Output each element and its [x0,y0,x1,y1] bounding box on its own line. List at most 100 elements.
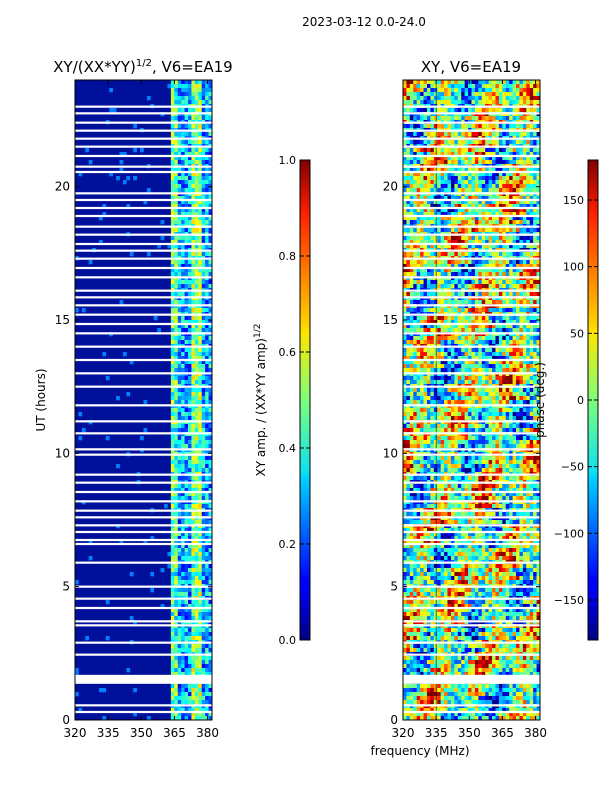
phase-cell [406,356,411,361]
amp-cell [208,176,212,181]
phase-cell [450,228,455,233]
amp-cell [198,352,203,357]
amp-cell [198,124,203,129]
phase-cell [471,268,476,273]
phase-cell [440,356,445,361]
phase-cell [471,176,476,181]
phase-cell [450,124,455,129]
phase-cell [522,156,527,161]
phase-cell [481,96,486,101]
amp-cell [170,604,175,609]
amp-cell [188,160,192,165]
amp-cell [177,108,182,113]
amp-cell [109,172,113,177]
amp-cell [194,416,199,421]
phase-cell [526,228,531,233]
amp-cell [181,116,185,121]
amp-cell [198,184,203,189]
phase-cell [474,236,479,241]
phase-cell [447,196,452,201]
phase-cell [413,308,417,313]
phase-cell [495,368,500,373]
phase-cell [416,308,421,313]
amp-cell [177,612,182,617]
phase-cell [409,88,414,93]
amp-cell [184,484,189,489]
phase-cell [426,200,431,205]
amp-cell [188,108,192,113]
phase-cell [495,116,500,121]
phase-cell [403,96,407,101]
phase-cell [492,308,496,313]
phase-cell [526,84,531,89]
amp-cell [167,552,172,557]
amp-cell [170,352,175,357]
phase-cell [529,252,534,257]
phase-cell [509,152,513,157]
phase-cell [416,116,421,121]
phase-cell [533,116,537,121]
phase-cell [437,284,441,289]
amp-cell [78,436,83,441]
phase-cell [492,216,496,221]
phase-cell [413,320,417,325]
amp-cell [181,336,185,341]
phase-cell [416,148,421,153]
amp-data-gap [75,620,212,623]
phase-cell [481,148,486,153]
amp-cell [205,548,209,553]
phase-cell [430,268,435,273]
phase-cell [403,188,407,193]
phase-cell [444,340,448,345]
amp-cell [191,484,196,489]
phase-cell [474,268,479,273]
phase-cell [403,148,407,153]
phase-cell [519,188,524,193]
amp-cell [191,348,196,353]
phase-cell [481,184,486,189]
phase-cell [488,208,493,213]
amp-cell [205,176,209,181]
amp-cell [208,468,212,473]
phase-cell [416,88,421,93]
phase-cell [488,176,493,181]
phase-cell [505,264,510,269]
amp-cell [208,528,212,533]
phase-cell [495,156,500,161]
phase-cell [440,176,445,181]
amp-cell [201,628,206,633]
amp-cell [191,364,196,369]
amp-cell [177,692,182,697]
amp-cell [201,412,206,417]
amp-cell [191,412,196,417]
phase-cell [495,340,500,345]
amp-cell [174,116,179,121]
phase-cell [468,88,472,93]
amp-cell [177,464,182,469]
phase-cell [488,228,493,233]
amp-cell [170,172,175,177]
phase-cell [488,140,493,145]
amp-cell [194,368,199,373]
phase-cell [416,368,421,373]
phase-cell [426,160,431,165]
phase-cell [495,300,500,305]
amp-cell [191,380,196,385]
phase-cell [498,364,503,369]
phase-cell [522,268,527,273]
amp-cell [208,324,212,329]
amp-cell [194,660,199,665]
phase-cell [464,320,469,325]
amp-cell [174,520,179,525]
amp-cell [191,236,196,241]
phase-cell [533,196,537,201]
phase-cell [437,336,441,341]
phase-cell [450,184,455,189]
phase-cell [444,328,448,333]
amp-cell [170,628,175,633]
phase-cell [474,308,479,313]
phase-cell [403,308,407,313]
phase-cell [420,208,424,213]
amp-cell [188,140,192,145]
phase-cell [440,272,445,277]
